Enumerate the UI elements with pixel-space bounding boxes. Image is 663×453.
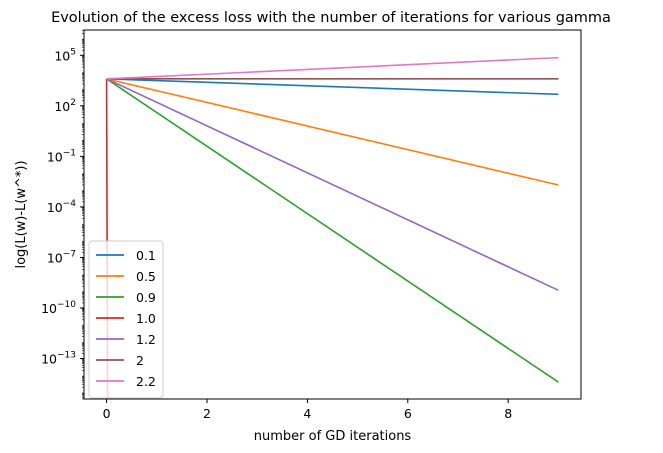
- y-tick-label: 102: [54, 98, 76, 114]
- legend: 0.1 0.5 0.9 1.0 1.2 2 2.2: [88, 240, 164, 399]
- x-tick-label: 2: [203, 406, 211, 421]
- y-tick-label: 10−4: [47, 199, 76, 215]
- legend-label: 0.1: [136, 248, 156, 263]
- y-axis-label: log(L(w)-L(w^*)): [14, 160, 29, 268]
- y-tick-label: 10−10: [41, 300, 76, 316]
- y-tick-label: 10−1: [47, 148, 76, 164]
- x-tick-label: 6: [404, 406, 412, 421]
- series-line-0.5: [106, 78, 559, 186]
- legend-frame: [88, 240, 164, 399]
- x-tick-label: 0: [103, 406, 111, 421]
- x-axis-label: number of GD iterations: [254, 429, 412, 444]
- y-tick-label: 10−13: [41, 351, 76, 367]
- series-line-2.2: [106, 56, 559, 80]
- series-line-0.9: [106, 78, 559, 383]
- chart-title: Evolution of the excess loss with the nu…: [51, 10, 611, 26]
- legend-label: 2.2: [136, 374, 156, 389]
- legend-label: 2: [136, 353, 144, 368]
- legend-label: 0.5: [136, 269, 156, 284]
- y-tick-label: 10−7: [47, 249, 76, 265]
- legend-label: 0.9: [136, 290, 156, 305]
- series-line-1.2: [106, 78, 559, 292]
- legend-label: 1.0: [136, 311, 156, 326]
- series-line-0.1: [106, 78, 559, 96]
- legend-label: 1.2: [136, 332, 156, 347]
- plot-frame: [83, 29, 582, 400]
- x-tick-label: 4: [303, 406, 311, 421]
- y-tick-label: 105: [54, 47, 76, 63]
- x-tick-label: 8: [504, 406, 512, 421]
